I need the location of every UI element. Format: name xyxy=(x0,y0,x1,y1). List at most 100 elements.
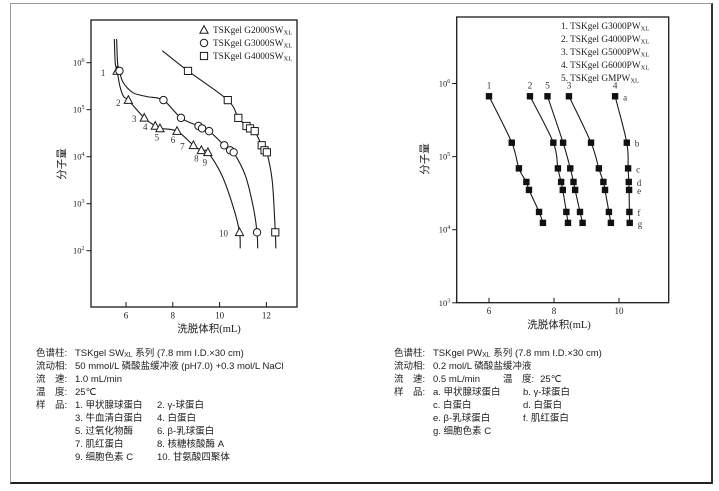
svg-text:8: 8 xyxy=(552,306,557,316)
condition-row: 样 品: 1. 甲状腺球蛋白 2. γ-球蛋白 xyxy=(36,399,284,412)
condition-label: 温 度: xyxy=(36,387,68,398)
sample-item: 4. 白蛋白 xyxy=(157,413,197,424)
sample-item: d. 白蛋白 xyxy=(523,400,563,411)
svg-text:106: 106 xyxy=(439,79,451,89)
sample-item: 10. 甘氨酸四聚体 xyxy=(157,452,230,463)
plot-frame xyxy=(90,19,298,308)
svg-text:a: a xyxy=(623,92,627,102)
svg-text:分子量: 分子量 xyxy=(56,148,68,180)
svg-text:103: 103 xyxy=(73,199,85,209)
svg-text:104: 104 xyxy=(439,225,451,235)
condition-value: 0.2 mol/L 磷酸盐缓冲液 xyxy=(433,361,532,372)
page-frame: 102 103 104 105 106 6 8 10 12 洗脱体积(mL) 分子量 TSKgel G… xyxy=(10,3,713,484)
svg-text:10: 10 xyxy=(215,311,225,321)
svg-text:f: f xyxy=(637,208,640,218)
condition-value: 25℃ xyxy=(540,374,562,385)
sample-item: 9. 细胞色素 C xyxy=(75,452,134,463)
sample-row: 7. 肌红蛋白 8. 核糖核酸酶 A xyxy=(36,438,284,451)
condition-row: 流 速: 0.5 mL/min 温 度: 25℃ xyxy=(394,373,602,386)
sample-item: e. β-乳球蛋白 xyxy=(433,413,491,424)
indent-spacer xyxy=(36,412,75,425)
sample-row: 3. 牛血清白蛋白 4. 白蛋白 xyxy=(36,412,284,425)
condition-label: 流动相: xyxy=(36,361,68,372)
indent-spacer xyxy=(394,412,433,425)
svg-text:106: 106 xyxy=(73,58,85,68)
condition-label: 样 品: xyxy=(394,387,426,398)
sample-item: c. 白蛋白 xyxy=(433,400,472,411)
condition-row: 流动相: 50 mmol/L 磷酸盐缓冲液 (pH7.0) +0.3 mol/L … xyxy=(36,360,284,373)
series-curve xyxy=(568,96,612,224)
condition-label: 色谱柱: xyxy=(36,348,68,359)
svg-text:2. TSKgel G4000PWXL: 2. TSKgel G4000PWXL xyxy=(561,35,649,46)
series-curve xyxy=(488,96,544,224)
svg-text:3: 3 xyxy=(567,81,572,91)
condition-label: 流 速: xyxy=(394,374,426,385)
svg-text:洗脱体积(mL): 洗脱体积(mL) xyxy=(177,322,241,335)
svg-text:104: 104 xyxy=(73,152,85,162)
sample-item: 7. 肌红蛋白 xyxy=(75,439,124,450)
series-curve xyxy=(614,96,631,223)
condition-label: 流动相: xyxy=(394,361,426,372)
svg-text:10: 10 xyxy=(219,228,229,238)
condition-row: 色谱柱: TSKgel SWXL 系列 (7.8 mm I.D.×30 cm) xyxy=(36,347,284,360)
condition-value: 50 mmol/L 磷酸盐缓冲液 (pH7.0) +0.3 mol/L NaCl xyxy=(75,361,284,372)
sample-row: 9. 细胞色素 C 10. 甘氨酸四聚体 xyxy=(36,451,284,464)
condition-row: 温 度: 25℃ xyxy=(36,386,284,399)
condition-label: 样 品: xyxy=(36,400,68,411)
svg-text:b: b xyxy=(635,139,640,149)
pw-conditions-block: 色谱柱: TSKgel PWXL 系列 (7.8 mm I.D.×30 cm) 流动… xyxy=(394,347,602,438)
svg-text:洗脱体积(mL): 洗脱体积(mL) xyxy=(527,318,591,331)
svg-text:分子量: 分子量 xyxy=(419,143,431,175)
sw-conditions-block: 色谱柱: TSKgel SWXL 系列 (7.8 mm I.D.×30 cm) 流动… xyxy=(36,347,284,464)
svg-text:TSKgel G4000SWXL: TSKgel G4000SWXL xyxy=(213,52,292,63)
condition-value: TSKgel SWXL 系列 (7.8 mm I.D.×30 cm) xyxy=(75,348,244,359)
condition-label: 色谱柱: xyxy=(394,348,426,359)
svg-text:3: 3 xyxy=(132,114,137,124)
condition-label: 流 速: xyxy=(36,374,68,385)
svg-text:8: 8 xyxy=(171,311,176,321)
condition-value: 1.0 mL/min xyxy=(75,374,122,385)
subscript-xl: XL xyxy=(482,352,491,359)
svg-text:10: 10 xyxy=(615,306,625,316)
indent-spacer xyxy=(394,425,433,438)
svg-text:9: 9 xyxy=(203,157,208,167)
condition-value: TSKgel PWXL 系列 (7.8 mm I.D.×30 cm) xyxy=(433,348,602,359)
indent-spacer xyxy=(36,451,75,464)
svg-text:4: 4 xyxy=(143,122,148,132)
indent-spacer xyxy=(36,425,75,438)
svg-text:6: 6 xyxy=(487,306,492,316)
svg-text:5: 5 xyxy=(545,81,550,91)
svg-text:TSKgel G2000SWXL: TSKgel G2000SWXL xyxy=(213,26,292,37)
svg-text:c: c xyxy=(636,164,640,174)
svg-text:7: 7 xyxy=(180,141,185,151)
svg-text:d: d xyxy=(637,178,642,188)
condition-row: 色谱柱: TSKgel PWXL 系列 (7.8 mm I.D.×30 cm) xyxy=(394,347,602,360)
svg-text:4. TSKgel G6000PWXL: 4. TSKgel G6000PWXL xyxy=(561,61,649,72)
svg-text:105: 105 xyxy=(439,152,451,162)
svg-text:1: 1 xyxy=(487,81,492,91)
svg-text:6: 6 xyxy=(124,311,129,321)
svg-text:TSKgel G3000SWXL: TSKgel G3000SWXL xyxy=(213,39,292,50)
sample-item: f. 肌红蛋白 xyxy=(523,413,569,424)
sample-item: 6. β-乳球蛋白 xyxy=(157,426,215,437)
svg-text:e: e xyxy=(637,186,641,196)
svg-text:8: 8 xyxy=(194,153,199,163)
svg-text:2: 2 xyxy=(116,98,121,108)
condition-row: 流动相: 0.2 mol/L 磷酸盐缓冲液 xyxy=(394,360,602,373)
svg-text:3. TSKgel G5000PWXL: 3. TSKgel G5000PWXL xyxy=(561,48,649,59)
subscript-xl: XL xyxy=(124,352,133,359)
condition-value: 25℃ xyxy=(75,387,97,398)
sample-row: g. 细胞色素 C xyxy=(394,425,602,438)
svg-text:6: 6 xyxy=(171,135,176,145)
svg-text:103: 103 xyxy=(439,298,451,308)
sample-item: 1. 甲状腺球蛋白 xyxy=(75,400,143,411)
sample-item: 5. 过氧化物酶 xyxy=(75,426,134,437)
svg-text:12: 12 xyxy=(262,311,271,321)
sample-item: b. γ-球蛋白 xyxy=(523,387,570,398)
indent-spacer xyxy=(394,399,433,412)
svg-text:1: 1 xyxy=(101,68,106,78)
svg-text:g: g xyxy=(638,219,643,229)
svg-text:1. TSKgel G3000PWXL: 1. TSKgel G3000PWXL xyxy=(561,22,649,33)
